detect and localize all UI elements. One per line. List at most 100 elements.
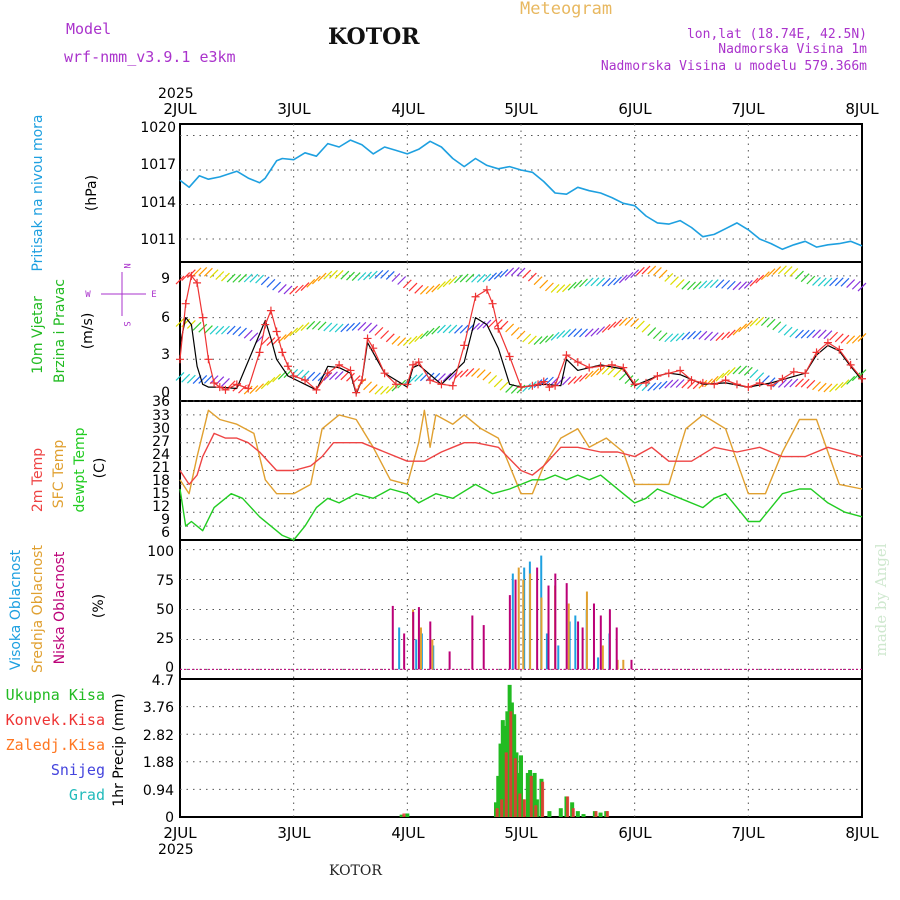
wind-arrow: [181, 373, 191, 383]
cloud-tick-label: 0: [165, 660, 174, 676]
temperature-plot: [179, 409, 863, 541]
wind-arrow: [482, 371, 492, 381]
cloud-bar-low: [508, 595, 511, 670]
dewpt-line: [179, 474, 863, 541]
cloud-bar-high: [574, 615, 577, 670]
wind-arrow: [306, 320, 316, 330]
wind-arrow: [311, 372, 321, 382]
wind-arrow: [681, 379, 691, 389]
wind-arrow: [823, 383, 833, 393]
wind-arrow: [459, 324, 469, 334]
wind-arrow: [266, 337, 276, 346]
model-label: Model: [66, 20, 111, 38]
wind-arrow: [670, 379, 679, 388]
cloud-tick-label: 75: [156, 573, 174, 589]
wind-arrow: [772, 266, 782, 276]
cloud-bar-high: [415, 639, 418, 670]
cloud-bar-high: [597, 657, 600, 670]
precip-bar-conv: [518, 793, 522, 817]
wind-arrow: [584, 328, 594, 338]
wind-speed-marker: [528, 381, 537, 390]
wind-arrow: [584, 370, 594, 380]
top-date-label: 7JUL: [731, 100, 765, 118]
wind-arrow: [221, 325, 230, 335]
wind-arrow: [402, 337, 412, 347]
wind-arrow: [664, 379, 674, 389]
wind-arrow: [726, 280, 736, 290]
cloud-bar-low: [565, 583, 568, 670]
wind-arrow: [397, 337, 407, 347]
cloud-bar-mid: [622, 659, 625, 670]
wind-plot: [175, 265, 867, 397]
precip-bar-conv: [541, 781, 545, 817]
cloud-bar-low: [547, 585, 550, 670]
wind-arrow: [562, 328, 571, 338]
wind-arrow: [590, 327, 600, 337]
wind-arrow: [715, 332, 725, 342]
wind-arrow: [539, 279, 549, 289]
wind-arrow: [704, 331, 713, 341]
wind-arrow: [681, 331, 691, 341]
precip-legend-conv: Konvek.Kisa: [6, 711, 105, 729]
wind-arrow: [681, 280, 691, 290]
wind-arrow: [232, 326, 242, 336]
top-date-label: 8JUL: [845, 100, 879, 118]
wind-arrow: [732, 326, 742, 336]
wind-arrow: [704, 279, 713, 289]
wind-speed-line: [179, 275, 863, 394]
wind-speed-marker: [204, 355, 213, 364]
wind-unit: (m/s): [80, 313, 96, 350]
wind-arrow: [266, 278, 276, 288]
wind-arrow: [851, 372, 861, 382]
wind-arrow: [590, 277, 600, 287]
wind-arrow: [488, 374, 498, 384]
wind-arrow: [476, 273, 486, 283]
wind-arrow: [846, 335, 856, 345]
wind-arrow: [778, 379, 787, 388]
wind-arrow: [607, 321, 617, 331]
wind-arrow: [431, 283, 441, 293]
wind-arrow: [334, 371, 344, 380]
wind-arrow: [806, 379, 816, 389]
wind-arrow: [186, 374, 196, 384]
wind-arrow: [755, 316, 765, 326]
wind-arrow: [527, 272, 537, 282]
wind-arrow: [533, 276, 543, 286]
wind-arrow: [783, 378, 793, 388]
wind-arrow: [567, 328, 577, 338]
wind-arrow: [647, 382, 657, 392]
wind-speed-marker: [357, 376, 366, 385]
wind-arrow: [601, 323, 611, 333]
cloud-bar-mid: [431, 639, 434, 670]
wind-arrow: [579, 328, 588, 338]
cloud-bar-mid: [567, 603, 570, 670]
wind-arrow: [323, 322, 333, 332]
wind-arrow: [329, 323, 338, 333]
wind-arrow: [175, 318, 185, 327]
wind-speed-marker: [363, 334, 372, 343]
cloud-bar-mid: [522, 579, 525, 670]
cloud-bar-low: [577, 621, 580, 670]
cloud-title-1: Visoka Oblacnost: [8, 549, 24, 670]
wind-arrow: [789, 328, 799, 338]
wind-speed-marker: [676, 366, 685, 375]
wind-speed-marker: [755, 378, 764, 387]
precip-bar-total: [496, 775, 501, 817]
wind-arrow: [505, 267, 515, 277]
wind-arrow: [601, 277, 611, 287]
wind-arrow: [544, 333, 554, 343]
wind-speed-marker: [312, 385, 321, 394]
wind-speed-marker: [261, 320, 270, 329]
wind-arrow: [726, 329, 736, 339]
wind-arrow: [380, 269, 390, 279]
wind-arrow: [800, 329, 810, 339]
wind-arrow: [851, 280, 861, 290]
wind-speed-marker: [505, 352, 514, 361]
wind-arrow: [482, 273, 492, 283]
wind-speed-marker: [323, 369, 332, 378]
wind-arrow: [175, 372, 185, 381]
temp-tick-label: 36: [152, 394, 170, 410]
wind-arrow: [374, 269, 384, 279]
precip-bar-conv: [534, 805, 538, 817]
wind-arrow: [596, 277, 605, 287]
